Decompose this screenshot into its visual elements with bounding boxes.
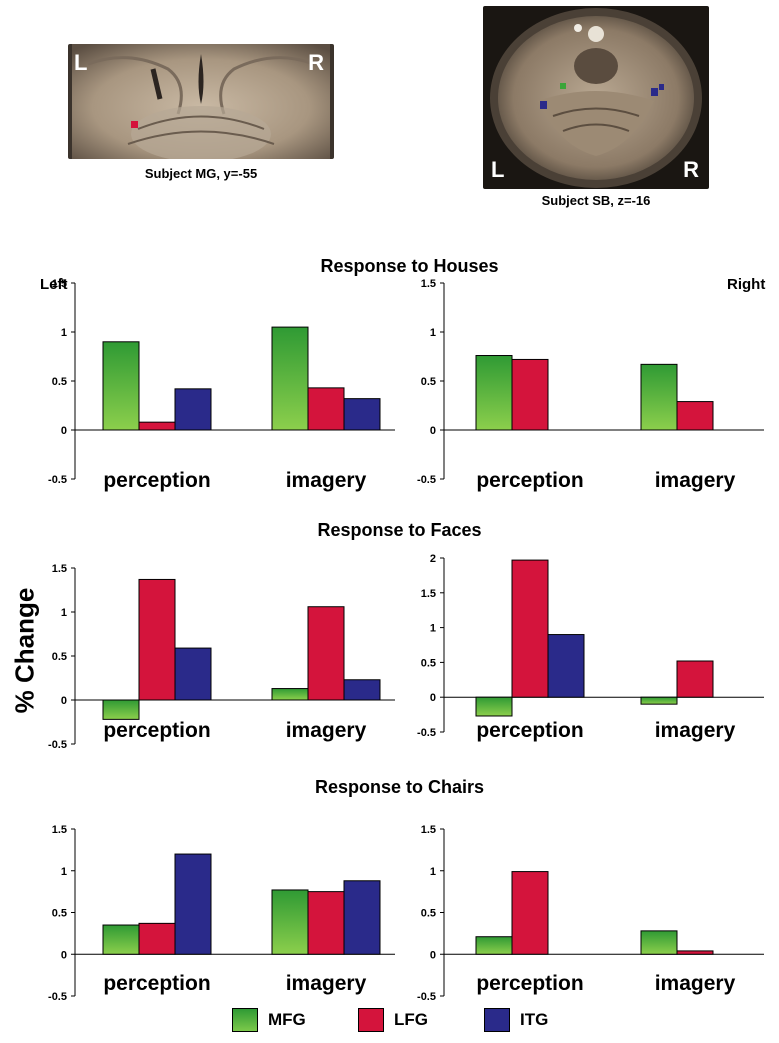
section-title-houses: Response to Houses bbox=[320, 256, 499, 276]
y-tick-label: 1 bbox=[61, 327, 67, 339]
y-tick-label: 1 bbox=[61, 866, 67, 878]
y-tick-label: 0.5 bbox=[421, 376, 436, 388]
legend-item-itg: ITG bbox=[484, 1008, 548, 1032]
y-tick-label: -0.5 bbox=[48, 991, 67, 1003]
y-tick-label: 1 bbox=[430, 327, 436, 339]
bar-mfg-perception bbox=[475, 696, 513, 717]
bar-mfg-perception bbox=[475, 936, 513, 955]
y-tick-label: 1 bbox=[61, 607, 67, 619]
bar-lfg-perception bbox=[138, 578, 176, 701]
y-tick-label: 0 bbox=[430, 949, 436, 961]
section-title-chairs: Response to Chairs bbox=[314, 777, 485, 797]
y-tick-label: 0.5 bbox=[52, 376, 67, 388]
brain-image-axial: L R bbox=[483, 6, 709, 189]
y-tick-label: 0 bbox=[430, 425, 436, 437]
y-tick-label: 0 bbox=[61, 695, 67, 707]
bar-mfg-perception bbox=[102, 924, 140, 955]
category-label-perception: perception bbox=[476, 469, 583, 492]
legend-swatch-itg bbox=[484, 1008, 510, 1032]
category-label-imagery: imagery bbox=[286, 972, 367, 995]
bar-lfg-perception bbox=[511, 358, 549, 431]
bar-itg-imagery bbox=[343, 679, 381, 701]
category-label-perception: perception bbox=[476, 719, 583, 742]
brain-right-label-axial: R bbox=[683, 157, 699, 182]
bar-itg-perception bbox=[547, 634, 585, 698]
bar-itg-perception bbox=[174, 388, 212, 431]
y-tick-label: -0.5 bbox=[417, 474, 436, 486]
category-label-perception: perception bbox=[103, 719, 210, 742]
brain-caption-axial: Subject SB, z=-16 bbox=[541, 193, 651, 208]
y-tick-label: 0.5 bbox=[421, 908, 436, 920]
brain-image-coronal: L R bbox=[68, 44, 334, 159]
y-tick-label: 0 bbox=[61, 425, 67, 437]
bar-lfg-perception bbox=[511, 871, 549, 955]
bar-mfg-imagery bbox=[640, 363, 678, 431]
brain-right-label: R bbox=[308, 50, 324, 75]
hemisphere-left-label: Left bbox=[40, 276, 68, 293]
legend-item-lfg: LFG bbox=[358, 1008, 428, 1032]
y-tick-label: 1 bbox=[430, 623, 436, 635]
y-tick-label: 0.5 bbox=[52, 908, 67, 920]
bar-lfg-perception bbox=[511, 559, 549, 698]
y-tick-label: -0.5 bbox=[417, 991, 436, 1003]
bar-mfg-imagery bbox=[271, 688, 309, 701]
category-label-perception: perception bbox=[103, 469, 210, 492]
y-tick-label: -0.5 bbox=[417, 727, 436, 739]
bar-lfg-imagery bbox=[676, 401, 714, 431]
bar-mfg-imagery bbox=[271, 889, 309, 955]
bar-mfg-imagery bbox=[271, 326, 309, 431]
y-tick-label: 2 bbox=[430, 553, 436, 565]
bar-mfg-perception bbox=[475, 355, 513, 431]
section-title-faces: Response to Faces bbox=[317, 520, 482, 540]
y-axis-label: % Change bbox=[9, 587, 40, 714]
y-tick-label: 0 bbox=[430, 692, 436, 704]
legend-swatch-mfg bbox=[232, 1008, 258, 1032]
legend-item-mfg: MFG bbox=[232, 1008, 306, 1032]
bar-lfg-imagery bbox=[676, 950, 714, 955]
bar-itg-perception bbox=[174, 853, 212, 955]
bar-mfg-imagery bbox=[640, 696, 678, 705]
category-label-perception: perception bbox=[103, 972, 210, 995]
bar-lfg-perception bbox=[138, 421, 176, 431]
y-tick-label: 0.5 bbox=[421, 657, 436, 669]
bar-lfg-imagery bbox=[307, 387, 345, 431]
y-tick-label: 1.5 bbox=[421, 588, 436, 600]
y-tick-label: -0.5 bbox=[48, 474, 67, 486]
legend-label-itg: ITG bbox=[520, 1010, 549, 1029]
category-label-imagery: imagery bbox=[286, 719, 367, 742]
legend-swatch-lfg bbox=[358, 1008, 384, 1032]
y-tick-label: 1.5 bbox=[421, 278, 436, 290]
brain-left-label: L bbox=[74, 50, 88, 75]
y-tick-label: 1.5 bbox=[52, 563, 67, 575]
category-label-imagery: imagery bbox=[286, 469, 367, 492]
y-tick-label: 0.5 bbox=[52, 651, 67, 663]
bar-lfg-perception bbox=[138, 922, 176, 955]
legend-label-mfg: MFG bbox=[268, 1010, 306, 1029]
legend-label-lfg: LFG bbox=[394, 1010, 428, 1029]
bar-lfg-imagery bbox=[307, 891, 345, 955]
y-tick-label: 0 bbox=[61, 949, 67, 961]
bar-mfg-perception bbox=[102, 341, 140, 431]
hemisphere-right-label: Right bbox=[727, 276, 766, 293]
bar-lfg-imagery bbox=[307, 606, 345, 701]
legend: MFG LFG ITG bbox=[0, 1008, 779, 1038]
y-tick-label: 1.5 bbox=[52, 824, 67, 836]
category-label-perception: perception bbox=[476, 972, 583, 995]
y-tick-label: 1 bbox=[430, 866, 436, 878]
category-label-imagery: imagery bbox=[655, 972, 736, 995]
y-tick-label: -0.5 bbox=[48, 739, 67, 751]
category-label-imagery: imagery bbox=[655, 469, 736, 492]
bar-itg-imagery bbox=[343, 398, 381, 431]
y-tick-label: 1.5 bbox=[421, 824, 436, 836]
bar-lfg-imagery bbox=[676, 660, 714, 698]
category-label-imagery: imagery bbox=[655, 719, 736, 742]
bar-itg-imagery bbox=[343, 880, 381, 955]
brain-left-label-axial: L bbox=[491, 157, 505, 182]
brain-caption-coronal: Subject MG, y=-55 bbox=[144, 166, 258, 181]
bar-mfg-imagery bbox=[640, 930, 678, 955]
bar-mfg-perception bbox=[102, 699, 140, 720]
bar-itg-perception bbox=[174, 647, 212, 701]
